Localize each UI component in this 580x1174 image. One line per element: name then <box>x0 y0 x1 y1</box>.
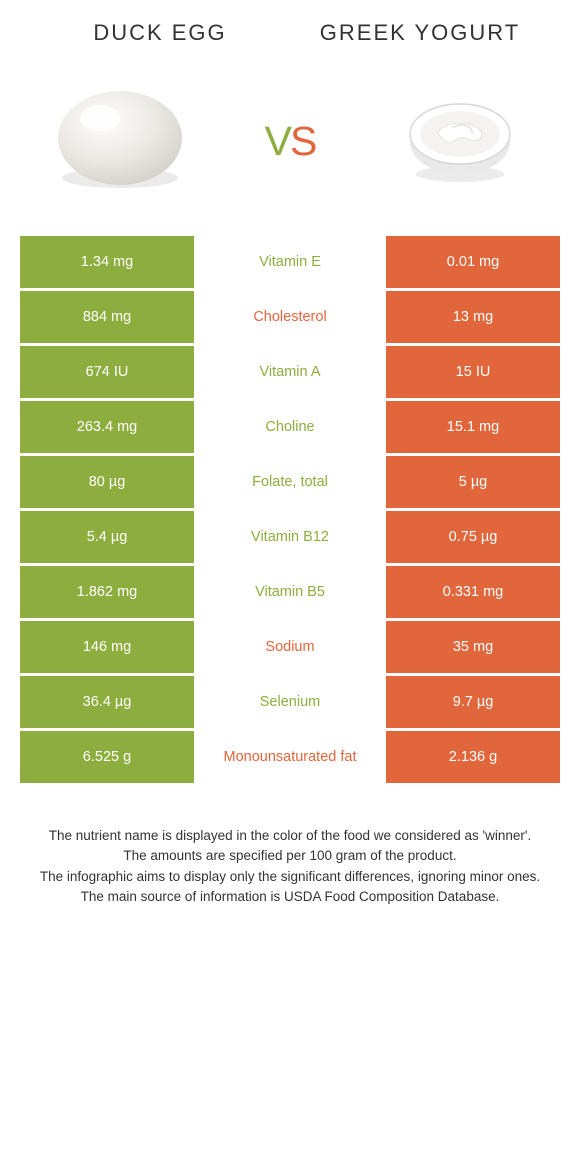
left-value: 1.34 mg <box>20 236 194 288</box>
table-row: 1.862 mgVitamin B50.331 mg <box>20 566 560 618</box>
vs-s: s <box>290 103 315 168</box>
nutrient-name: Monounsaturated fat <box>194 731 386 783</box>
footer-line-4: The main source of information is USDA F… <box>30 887 550 907</box>
header-row: Duck egg Greek yogurt <box>20 20 560 56</box>
left-value: 884 mg <box>20 291 194 343</box>
right-food-title: Greek yogurt <box>290 20 550 45</box>
footer-line-2: The amounts are specified per 100 gram o… <box>30 846 550 866</box>
nutrient-name: Choline <box>194 401 386 453</box>
right-value: 5 µg <box>386 456 560 508</box>
greek-yogurt-image <box>390 71 530 201</box>
left-value: 36.4 µg <box>20 676 194 728</box>
table-row: 146 mgSodium35 mg <box>20 621 560 673</box>
table-row: 6.525 gMonounsaturated fat2.136 g <box>20 731 560 783</box>
right-value: 0.331 mg <box>386 566 560 618</box>
vs-v: v <box>265 103 290 168</box>
footer-line-1: The nutrient name is displayed in the co… <box>30 826 550 846</box>
table-row: 674 IUVitamin A15 IU <box>20 346 560 398</box>
duck-egg-image <box>50 71 190 201</box>
footer-notes: The nutrient name is displayed in the co… <box>20 786 560 907</box>
nutrition-table: 1.34 mgVitamin E0.01 mg884 mgCholesterol… <box>20 236 560 783</box>
nutrient-name: Vitamin E <box>194 236 386 288</box>
left-value: 146 mg <box>20 621 194 673</box>
visual-row: vs <box>20 56 560 236</box>
right-value: 15 IU <box>386 346 560 398</box>
table-row: 5.4 µgVitamin B120.75 µg <box>20 511 560 563</box>
left-value: 80 µg <box>20 456 194 508</box>
right-value: 0.75 µg <box>386 511 560 563</box>
vs-label: vs <box>265 107 316 165</box>
right-value: 0.01 mg <box>386 236 560 288</box>
left-value: 5.4 µg <box>20 511 194 563</box>
left-value: 6.525 g <box>20 731 194 783</box>
table-row: 884 mgCholesterol13 mg <box>20 291 560 343</box>
nutrient-name: Folate, total <box>194 456 386 508</box>
table-row: 1.34 mgVitamin E0.01 mg <box>20 236 560 288</box>
nutrient-name: Cholesterol <box>194 291 386 343</box>
left-value: 263.4 mg <box>20 401 194 453</box>
nutrient-name: Vitamin B12 <box>194 511 386 563</box>
left-value: 674 IU <box>20 346 194 398</box>
right-value: 35 mg <box>386 621 560 673</box>
left-value: 1.862 mg <box>20 566 194 618</box>
right-value: 15.1 mg <box>386 401 560 453</box>
nutrient-name: Vitamin B5 <box>194 566 386 618</box>
nutrient-name: Sodium <box>194 621 386 673</box>
table-row: 36.4 µgSelenium9.7 µg <box>20 676 560 728</box>
left-food-title: Duck egg <box>30 20 290 46</box>
right-value: 2.136 g <box>386 731 560 783</box>
footer-line-3: The infographic aims to display only the… <box>30 867 550 887</box>
nutrient-name: Selenium <box>194 676 386 728</box>
infographic-container: Duck egg Greek yogurt vs <box>0 0 580 937</box>
table-row: 80 µgFolate, total5 µg <box>20 456 560 508</box>
nutrient-name: Vitamin A <box>194 346 386 398</box>
right-value: 13 mg <box>386 291 560 343</box>
right-value: 9.7 µg <box>386 676 560 728</box>
table-row: 263.4 mgCholine15.1 mg <box>20 401 560 453</box>
